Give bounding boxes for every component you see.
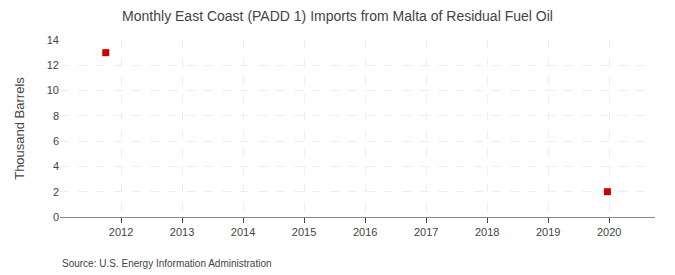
svg-text:2018: 2018 [475, 226, 499, 238]
svg-text:2019: 2019 [536, 226, 560, 238]
svg-text:2016: 2016 [353, 226, 377, 238]
svg-text:12: 12 [47, 59, 59, 71]
svg-text:2020: 2020 [597, 226, 621, 238]
svg-text:Thousand Barrels: Thousand Barrels [12, 77, 27, 180]
svg-text:2014: 2014 [231, 226, 255, 238]
svg-text:2013: 2013 [170, 226, 194, 238]
svg-text:14: 14 [47, 34, 59, 46]
svg-text:0: 0 [53, 211, 59, 223]
svg-text:6: 6 [53, 135, 59, 147]
svg-text:2017: 2017 [414, 226, 438, 238]
svg-text:4: 4 [53, 160, 59, 172]
svg-text:2012: 2012 [109, 226, 133, 238]
svg-text:8: 8 [53, 110, 59, 122]
svg-text:Source: U.S. Energy Informatio: Source: U.S. Energy Information Administ… [62, 258, 272, 269]
svg-text:2015: 2015 [292, 226, 316, 238]
svg-text:Monthly East Coast (PADD 1) Im: Monthly East Coast (PADD 1) Imports from… [122, 8, 553, 24]
svg-text:2: 2 [53, 186, 59, 198]
svg-text:10: 10 [47, 84, 59, 96]
